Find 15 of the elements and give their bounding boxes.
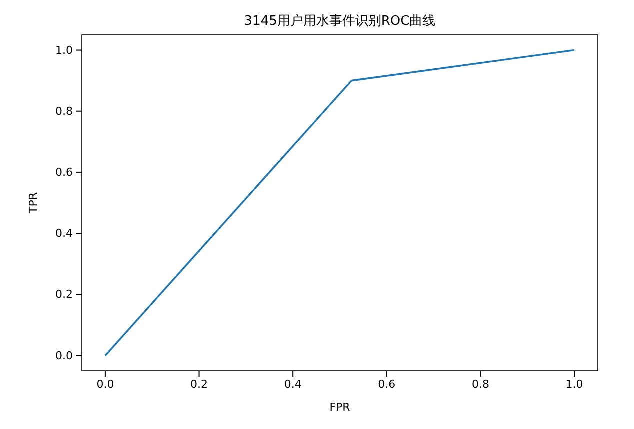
x-tick-label: 0.2 [190,378,208,391]
y-tick-label: 0.4 [56,227,73,240]
x-tick-label: 0.8 [472,378,490,391]
y-tick-label: 0.6 [56,166,73,179]
y-axis-title: TPR [27,192,40,214]
x-axis-title: FPR [330,401,351,414]
y-tick-label: 0.0 [56,349,73,362]
x-tick-label: 0.6 [378,378,396,391]
y-tick-label: 0.8 [56,104,73,118]
x-tick-label: 0.0 [96,378,114,391]
y-tick-label: 1.0 [56,44,73,57]
x-tick-label: 1.0 [566,378,584,391]
x-tick-label: 0.4 [284,378,302,391]
y-tick-label: 0.2 [56,288,73,302]
chart-title: 3145用户用水事件识别ROC曲线 [244,14,436,29]
